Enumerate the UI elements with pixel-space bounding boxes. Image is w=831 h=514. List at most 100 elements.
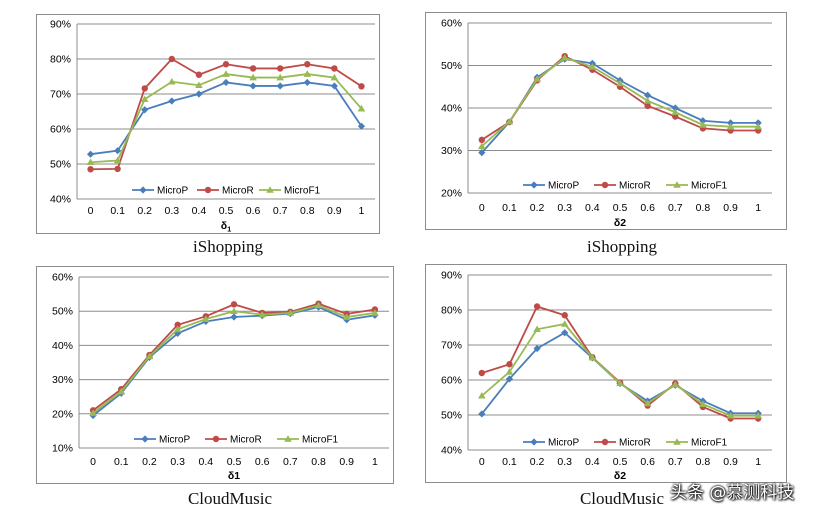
legend-marker-microf1 xyxy=(266,186,274,193)
legend-label-micror: MicroR xyxy=(230,435,262,446)
y-tick-label: 60% xyxy=(441,18,462,30)
legend-marker-microf1 xyxy=(673,181,681,188)
data-point-microf1 xyxy=(671,380,680,388)
data-point-microf1 xyxy=(671,108,680,116)
chart-svg: 40% 50% 60% 70% 80% 90% 0 0.1 0.2 0.3 0.4 0.5 0.6 0.7… xyxy=(441,270,772,482)
data-point-micror xyxy=(168,55,176,63)
chart-panel-cloudmusic-delta1: 10% 20% 30% 40% 50% 60% 0 0.1 0.2 0.3 0.4 0.5 0.6 0.7… xyxy=(36,266,394,484)
legend-label-microp: MicroP xyxy=(548,181,579,192)
data-point-microf1 xyxy=(560,320,569,327)
data-point-microp xyxy=(726,119,735,127)
series-line-microp xyxy=(92,306,376,417)
x-axis-title: δ1 xyxy=(228,470,240,482)
y-tick-label: 60% xyxy=(50,124,71,136)
data-point-microf1 xyxy=(699,121,707,128)
caption-cloudmusic-left: CloudMusic xyxy=(187,489,273,508)
y-tick-label: 60% xyxy=(52,272,73,284)
data-point-micror xyxy=(304,61,311,68)
chart-panel-cloudmusic-delta2: 40% 50% 60% 70% 80% 90% 0 0.1 0.2 0.3 0.4 0.5 0.6 0.7… xyxy=(425,264,787,483)
data-point-microp xyxy=(478,149,486,157)
y-tick-label: 70% xyxy=(441,340,462,352)
x-tick-label: 0.7 xyxy=(668,456,683,468)
legend-label-microf1: MicroF1 xyxy=(691,181,728,192)
chart-panel-ishopping-delta2: 20% 30% 40% 50% 60% 0 0.1 0.2 0.3 0.4 0.5 0.6 0.7 0.8… xyxy=(425,12,787,230)
data-point-microf1 xyxy=(202,315,210,322)
data-point-micror xyxy=(358,83,365,90)
y-tick-label: 20% xyxy=(52,408,73,420)
y-tick-label: 20% xyxy=(441,188,462,200)
x-tick-label: 0 xyxy=(88,205,94,217)
data-point-micror xyxy=(478,136,486,144)
legend-marker-micror xyxy=(204,186,212,194)
x-tick-label: 1 xyxy=(372,456,378,468)
x-tick-label: 1 xyxy=(359,205,365,217)
x-tick-label: 0.4 xyxy=(192,205,207,217)
y-tick-label: 40% xyxy=(441,445,462,457)
x-tick-label: 0.5 xyxy=(219,205,234,217)
x-tick-label: 0.8 xyxy=(696,202,711,214)
x-tick-label: 0.2 xyxy=(530,202,545,214)
series-line-microp xyxy=(90,81,363,156)
chart-svg: 40% 50% 60% 70% 80% 90% 0 0.1 0.2 0.3 0.4 0.5 0.6 0.7… xyxy=(50,19,375,234)
x-axis-title: δ2 xyxy=(614,470,626,482)
data-point-microp xyxy=(249,82,257,90)
data-point-microf1 xyxy=(145,352,154,360)
legend-marker-microp xyxy=(530,438,538,446)
data-point-micror xyxy=(174,321,181,329)
x-tick-label: 0 xyxy=(479,202,485,214)
data-point-microp xyxy=(114,147,122,155)
legend-label-microf1: MicroF1 xyxy=(302,435,339,446)
x-tick-label: 0.9 xyxy=(339,456,354,468)
data-point-microf1 xyxy=(643,399,652,407)
x-tick-label: 0.4 xyxy=(585,456,600,468)
y-tick-label: 40% xyxy=(441,103,462,115)
x-tick-label: 0.3 xyxy=(170,456,185,468)
data-point-microf1 xyxy=(168,77,176,85)
x-tick-label: 0.2 xyxy=(142,456,157,468)
data-point-microf1 xyxy=(222,70,230,77)
data-point-microf1 xyxy=(560,54,569,61)
x-tick-label: 0.9 xyxy=(723,202,738,214)
y-tick-label: 40% xyxy=(50,194,71,206)
y-tick-label: 50% xyxy=(50,159,71,171)
data-point-microp xyxy=(533,344,541,353)
data-point-microf1 xyxy=(588,353,597,361)
x-axis-title: δ1 xyxy=(221,220,232,234)
data-point-microf1 xyxy=(505,117,514,125)
data-point-microf1 xyxy=(726,122,735,130)
legend-label-microf1: MicroF1 xyxy=(284,186,321,197)
y-tick-label: 50% xyxy=(52,306,73,318)
data-point-microf1 xyxy=(533,325,541,333)
data-point-microf1 xyxy=(173,325,182,333)
data-point-microf1 xyxy=(478,391,486,399)
x-tick-label: 0.6 xyxy=(640,456,655,468)
data-point-microf1 xyxy=(478,142,486,150)
data-point-micror xyxy=(114,165,121,173)
data-point-micror xyxy=(195,71,203,78)
series-line-microf1 xyxy=(92,304,376,414)
data-point-microf1 xyxy=(643,96,652,104)
data-point-microf1 xyxy=(342,313,351,320)
legend-marker-microf1 xyxy=(284,435,292,442)
caption-ishopping-right: iShopping xyxy=(587,237,657,256)
data-point-microp xyxy=(754,119,762,127)
x-tick-label: 1 xyxy=(755,456,761,468)
x-tick-label: 0.6 xyxy=(246,205,261,217)
data-point-microf1 xyxy=(276,73,284,81)
y-tick-label: 50% xyxy=(441,60,462,72)
x-tick-label: 0.2 xyxy=(137,205,152,217)
data-point-micror xyxy=(87,166,94,173)
data-point-microf1 xyxy=(616,79,624,87)
x-tick-label: 0.8 xyxy=(300,205,315,217)
x-tick-label: 0.5 xyxy=(613,202,628,214)
data-point-microp xyxy=(699,117,707,125)
data-point-microp xyxy=(561,329,569,337)
legend-label-microp: MicroP xyxy=(159,435,190,446)
y-tick-label: 40% xyxy=(52,340,73,352)
x-tick-label: 0.8 xyxy=(311,456,326,468)
data-point-microp xyxy=(168,97,176,105)
data-point-microf1 xyxy=(230,307,238,314)
data-point-microp xyxy=(195,90,203,98)
x-tick-label: 0.1 xyxy=(502,456,517,468)
data-point-micror xyxy=(506,361,513,368)
